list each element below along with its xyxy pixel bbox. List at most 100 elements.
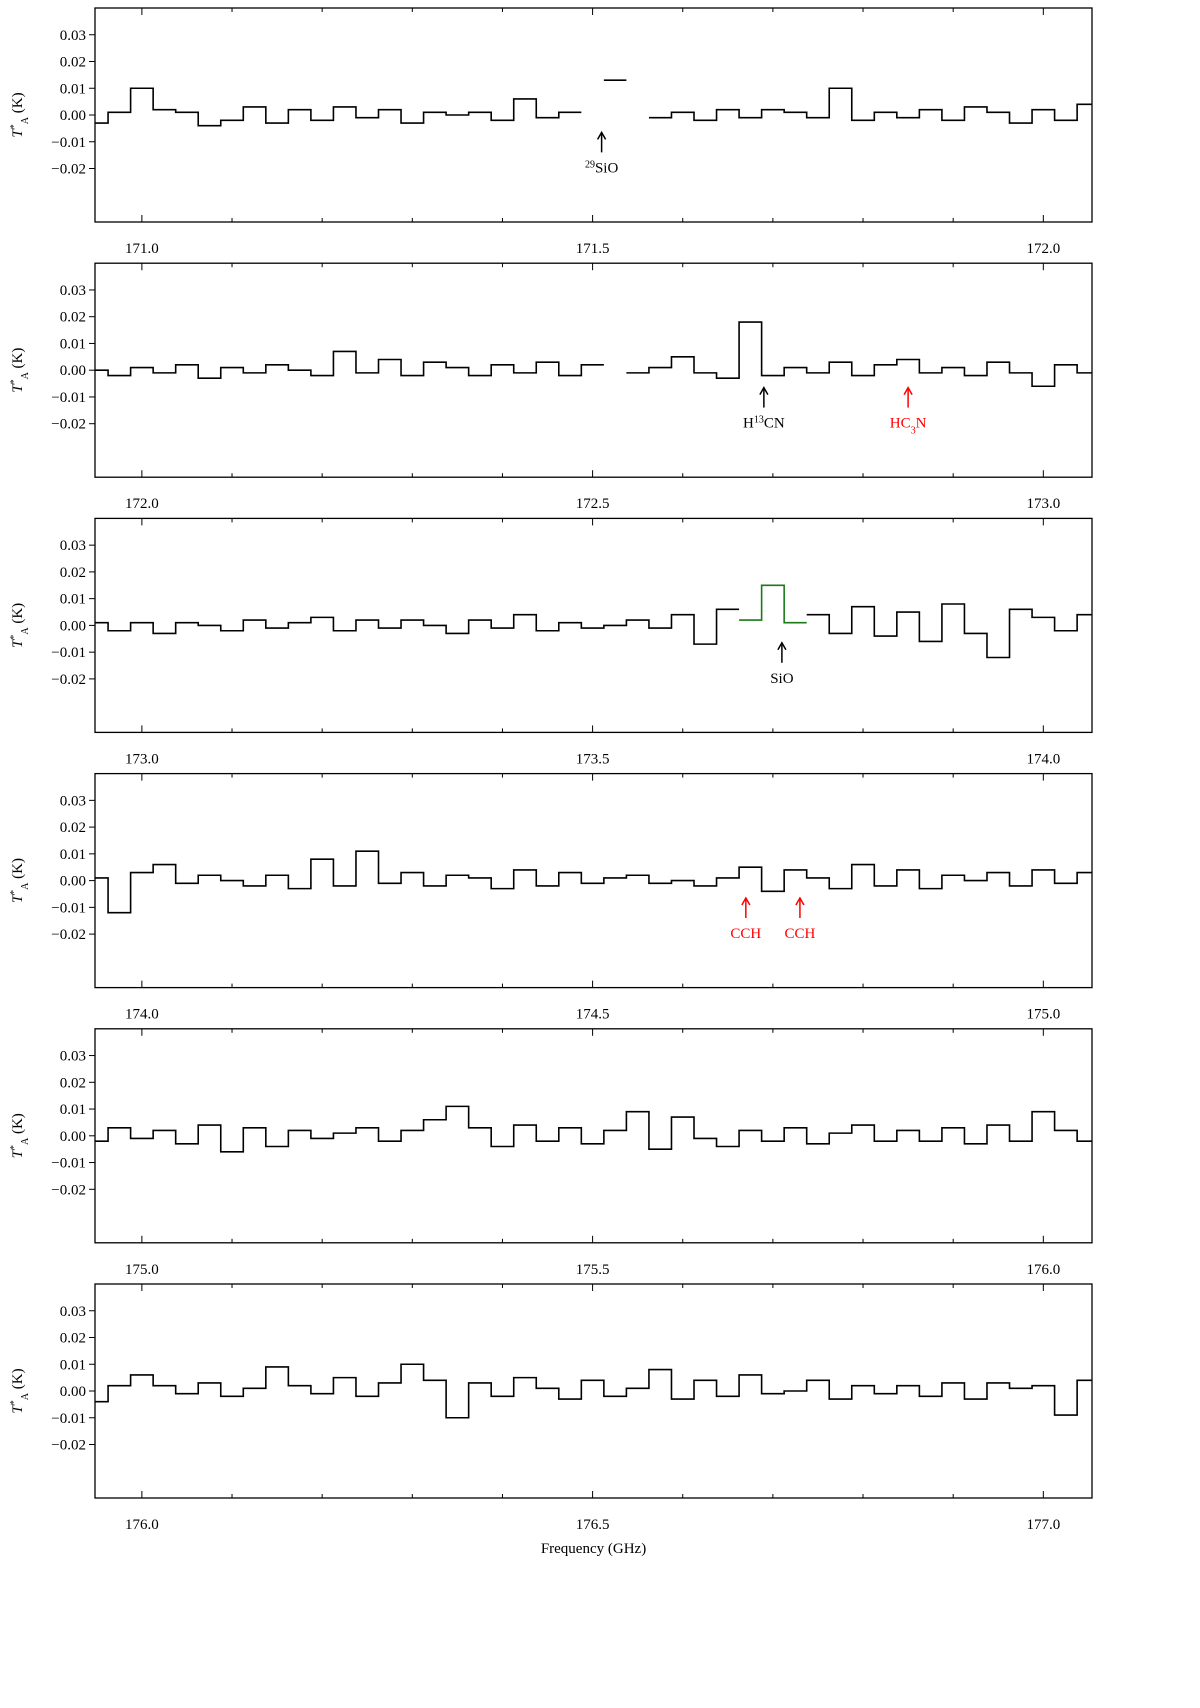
- text-part: 29: [585, 159, 595, 170]
- y-tick-label: −0.01: [51, 900, 86, 916]
- text-part: T: [10, 1148, 26, 1158]
- y-tick-label: 0.03: [60, 793, 86, 809]
- y-tick-label: 0.02: [60, 820, 86, 836]
- arrow-head: [777, 641, 787, 651]
- plot-area: [95, 1105, 1092, 1153]
- y-tick-label: 0.03: [60, 283, 86, 299]
- annotation-label: SiO: [770, 671, 794, 687]
- y-tick-label: 0.01: [60, 592, 86, 608]
- annotation-label: 29SiO: [585, 159, 619, 177]
- text-part: (K): [10, 603, 26, 628]
- x-tick-label: 173.0: [1026, 496, 1060, 512]
- annotation-label: CCH: [785, 926, 816, 942]
- text-part: *: [9, 1400, 20, 1405]
- x-tick-label: 176.0: [125, 1517, 159, 1533]
- y-tick-label: −0.01: [51, 645, 86, 661]
- text-part: A: [20, 371, 31, 379]
- y-tick-label: −0.02: [51, 672, 86, 688]
- text-part: (K): [10, 92, 26, 117]
- y-tick-label: 0.00: [60, 1384, 86, 1400]
- y-tick-label: 0.02: [60, 1331, 86, 1347]
- x-tick-label: 173.5: [576, 751, 610, 767]
- y-tick-label: 0.00: [60, 363, 86, 379]
- text-part: HC: [890, 416, 911, 432]
- text-part: T: [10, 128, 26, 138]
- spectrum-line: [95, 850, 1092, 914]
- y-tick-label: −0.02: [51, 1438, 86, 1454]
- arrow-head: [741, 896, 751, 906]
- text-part: A: [20, 627, 31, 635]
- x-tick-label: 172.5: [576, 496, 610, 512]
- y-tick-label: 0.03: [60, 538, 86, 554]
- y-tick-label: −0.01: [51, 135, 86, 151]
- x-tick-label: 174.0: [1026, 751, 1060, 767]
- y-tick-label: −0.01: [51, 390, 86, 406]
- y-tick-label: 0.01: [60, 336, 86, 352]
- x-tick-label: 176.0: [1026, 1262, 1060, 1278]
- y-tick-label: 0.00: [60, 874, 86, 890]
- y-tick-label: 0.02: [60, 565, 86, 581]
- text-part: *: [9, 379, 20, 384]
- y-tick-label: −0.02: [51, 162, 86, 178]
- spectrum-line: [95, 321, 1092, 388]
- text-part: T: [10, 383, 26, 393]
- y-tick-label: 0.01: [60, 1102, 86, 1118]
- spectrum-line: [95, 79, 1092, 127]
- y-tick-label: 0.00: [60, 108, 86, 124]
- y-tick-label: −0.02: [51, 927, 86, 943]
- x-tick-label: 174.5: [576, 1007, 610, 1023]
- arrow-head: [903, 386, 913, 395]
- y-axis-label: T*A (K): [9, 92, 31, 137]
- spectrum-line: [95, 1105, 1092, 1153]
- x-tick-label: 175.5: [576, 1262, 610, 1278]
- y-tick-label: −0.01: [51, 1156, 86, 1172]
- text-part: 13: [754, 414, 764, 425]
- text-part: H: [743, 416, 754, 432]
- text-part: CN: [764, 416, 785, 432]
- y-tick-label: 0.02: [60, 310, 86, 326]
- y-tick-label: 0.01: [60, 1357, 86, 1373]
- text-part: A: [20, 116, 31, 124]
- x-tick-label: 172.0: [125, 496, 159, 512]
- text-part: (K): [10, 1368, 26, 1393]
- x-tick-label: 174.0: [125, 1007, 159, 1023]
- text-part: *: [9, 124, 20, 129]
- y-tick-label: 0.03: [60, 1304, 86, 1320]
- annotation-label: HC3N: [890, 416, 927, 437]
- text-part: T: [10, 1404, 26, 1414]
- y-axis-label: T*A (K): [9, 1113, 31, 1158]
- x-tick-label: 173.0: [125, 751, 159, 767]
- y-axis-label: T*A (K): [9, 603, 31, 648]
- x-tick-label: 172.0: [1026, 241, 1060, 257]
- y-tick-label: 0.03: [60, 28, 86, 44]
- x-tick-label: 175.0: [1026, 1007, 1060, 1023]
- y-tick-label: −0.02: [51, 1182, 86, 1198]
- text-part: *: [9, 635, 20, 640]
- text-part: T: [10, 638, 26, 648]
- y-tick-label: 0.01: [60, 847, 86, 863]
- y-tick-label: 0.00: [60, 1129, 86, 1145]
- plot-area: [95, 850, 1092, 914]
- y-axis-label: T*A (K): [9, 858, 31, 903]
- text-part: CCH: [785, 926, 816, 942]
- text-part: (K): [10, 858, 26, 883]
- plot-area: [95, 1363, 1092, 1419]
- annotation-label: CCH: [730, 926, 761, 942]
- text-part: SiO: [595, 160, 619, 176]
- spectrum-line: [95, 1363, 1092, 1419]
- y-tick-label: 0.00: [60, 618, 86, 634]
- x-axis-label: Frequency (GHz): [541, 1541, 646, 1557]
- arrow-head: [759, 386, 769, 395]
- y-tick-label: 0.02: [60, 1075, 86, 1091]
- x-tick-label: 177.0: [1026, 1517, 1060, 1533]
- text-part: (K): [10, 1113, 26, 1138]
- x-tick-label: 171.5: [576, 241, 610, 257]
- text-part: N: [916, 416, 927, 432]
- text-part: (K): [10, 348, 26, 373]
- x-tick-label: 171.0: [125, 241, 159, 257]
- y-tick-label: 0.01: [60, 81, 86, 97]
- text-part: CCH: [730, 926, 761, 942]
- text-part: *: [9, 890, 20, 895]
- spectrum-line: [95, 603, 1092, 659]
